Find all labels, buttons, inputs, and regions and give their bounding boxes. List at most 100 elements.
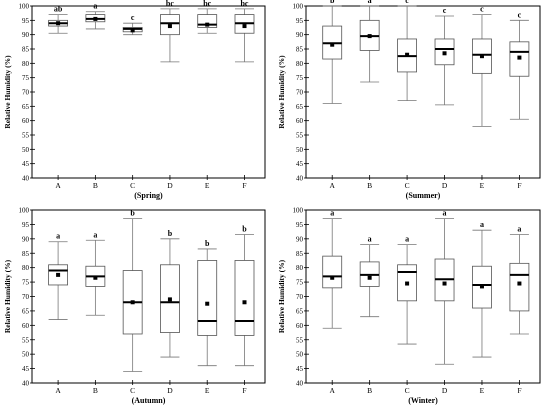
y-tick-label: 50 [22, 146, 30, 154]
significance-letter: bc [203, 0, 211, 8]
y-tick-label: 85 [296, 46, 304, 54]
mean-marker [242, 24, 247, 29]
x-tick-label: D [167, 181, 173, 190]
mean-marker [167, 297, 172, 302]
y-tick-label: 50 [296, 146, 304, 154]
mean-marker [205, 301, 210, 306]
x-tick-label: E [480, 181, 485, 190]
y-tick-label: 45 [296, 365, 304, 373]
mean-marker [330, 42, 335, 47]
panel-3: 40 45 50 55 60 65 70 75 80 85 90 95 100 Relative Humi… [277, 207, 541, 405]
y-tick-label: 55 [296, 132, 304, 140]
x-tick-label: A [329, 181, 335, 190]
mean-marker [405, 52, 410, 57]
significance-letter: c [405, 0, 409, 5]
x-tick-label: B [93, 386, 98, 395]
y-tick-label: 60 [22, 117, 30, 125]
significance-letter: b [330, 0, 335, 5]
y-tick-label: 100 [19, 3, 30, 11]
significance-letter: b [205, 239, 210, 248]
significance-letter: a [330, 209, 334, 218]
y-tick-label: 45 [22, 160, 30, 168]
significance-letter: c [480, 5, 484, 14]
y-tick-label: 100 [293, 207, 304, 215]
y-tick-label: 55 [22, 132, 30, 140]
x-tick-label: F [242, 386, 246, 395]
significance-letter: a [93, 230, 97, 239]
significance-letter: a [443, 209, 447, 218]
y-tick-label: 40 [22, 175, 30, 183]
x-tick-label: D [442, 386, 448, 395]
y-tick-label: 95 [296, 221, 304, 229]
mean-marker [93, 275, 98, 280]
x-tick-label: A [55, 386, 61, 395]
y-tick-label: 60 [296, 322, 304, 330]
significance-letter: ab [54, 5, 63, 14]
y-tick-label: 90 [22, 31, 30, 39]
box-iqr [509, 262, 530, 312]
y-tick-label: 80 [22, 60, 30, 68]
x-tick-label: F [517, 181, 521, 190]
mean-marker [242, 300, 247, 305]
mean-marker [442, 51, 447, 56]
y-tick-label: 90 [22, 235, 30, 243]
y-axis-label: Relative Humidity (%) [277, 55, 286, 129]
panel-1: 40 45 50 55 60 65 70 75 80 85 90 95 100 Relative Humi… [277, 0, 541, 200]
significance-letter: c [518, 10, 522, 19]
x-tick-label: C [130, 386, 135, 395]
x-tick-label: B [367, 181, 372, 190]
mean-marker [130, 300, 135, 305]
y-tick-label: 55 [22, 336, 30, 344]
y-tick-label: 100 [293, 3, 304, 11]
significance-letter: a [480, 220, 484, 229]
x-tick-label: C [130, 181, 135, 190]
y-tick-label: 75 [296, 74, 304, 82]
y-tick-label: 40 [296, 380, 304, 388]
significance-letter: b [242, 225, 247, 234]
y-tick-label: 95 [22, 221, 30, 229]
mean-marker [442, 281, 447, 286]
x-axis-label: (Summer) [406, 191, 441, 200]
y-tick-label: 65 [296, 307, 304, 315]
significance-letter: b [168, 229, 173, 238]
y-tick-label: 65 [22, 103, 30, 111]
x-tick-label: A [329, 386, 335, 395]
significance-letter: a [56, 232, 60, 241]
x-axis-label: (Spring) [134, 191, 163, 200]
box-iqr [234, 260, 255, 336]
significance-letter: b [130, 209, 135, 218]
significance-letter: a [405, 235, 409, 244]
x-tick-label: F [517, 386, 521, 395]
mean-marker [479, 54, 484, 59]
significance-letter: bc [240, 0, 248, 8]
y-tick-label: 60 [22, 322, 30, 330]
y-tick-label: 80 [22, 264, 30, 272]
x-tick-label: F [242, 181, 246, 190]
mean-marker [330, 275, 335, 280]
x-tick-label: C [405, 181, 410, 190]
box-iqr [322, 255, 343, 289]
mean-marker [130, 28, 135, 33]
y-tick-label: 70 [296, 293, 304, 301]
y-tick-label: 100 [19, 207, 30, 215]
y-tick-label: 90 [296, 31, 304, 39]
mean-marker [56, 272, 61, 277]
x-tick-label: E [205, 181, 210, 190]
panel-2: 40 45 50 55 60 65 70 75 80 85 90 95 100 Relative Humi… [3, 207, 266, 405]
box-iqr [197, 260, 218, 336]
y-tick-label: 50 [22, 351, 30, 359]
significance-letter: c [443, 6, 447, 15]
significance-letter: a [517, 225, 521, 234]
mean-marker [367, 275, 372, 280]
x-tick-label: D [167, 386, 173, 395]
significance-letter: c [131, 13, 135, 22]
y-tick-label: 50 [296, 351, 304, 359]
x-tick-label: B [367, 386, 372, 395]
x-axis-label: (Autumn) [132, 396, 166, 405]
mean-marker [205, 22, 210, 27]
y-tick-label: 40 [296, 175, 304, 183]
y-tick-label: 75 [22, 74, 30, 82]
y-tick-label: 75 [22, 279, 30, 287]
y-tick-label: 40 [22, 380, 30, 388]
